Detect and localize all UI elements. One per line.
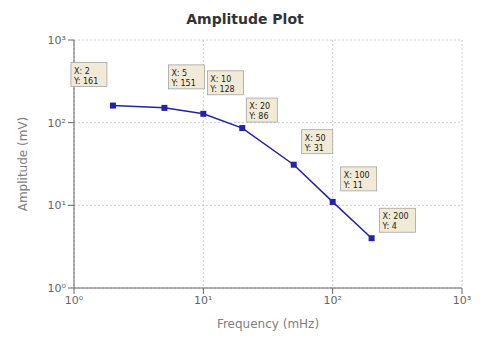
svg-text:10³: 10³ (48, 34, 66, 47)
svg-text:X: 2Y: 161: X: 2Y: 161 (73, 67, 98, 86)
svg-text:X: 100Y: 11: X: 100Y: 11 (343, 171, 370, 190)
svg-text:X: 20Y: 86: X: 20Y: 86 (248, 102, 270, 121)
html-text:Amplitude Plot: Amplitude Plot (186, 11, 304, 27)
svg-text:10³: 10³ (453, 294, 471, 307)
svg-text:10⁰: 10⁰ (48, 282, 67, 295)
svg-text:10¹: 10¹ (48, 199, 66, 212)
svg-text:X: 200Y: 4: X: 200Y: 4 (382, 212, 409, 231)
svg-text:Frequency (mHz): Frequency (mHz) (217, 317, 319, 331)
svg-text:X: 50Y: 31: X: 50Y: 31 (304, 134, 326, 153)
svg-text:Amplitude (mV): Amplitude (mV) (16, 117, 30, 212)
svg-text:10⁰: 10⁰ (65, 294, 84, 307)
svg-text:10²: 10² (323, 294, 341, 307)
svg-text:X: 10Y: 128: X: 10Y: 128 (209, 75, 234, 94)
svg-text:10¹: 10¹ (194, 294, 212, 307)
svg-text:X: 5Y: 151: X: 5Y: 151 (170, 69, 195, 88)
svg-text:10²: 10² (48, 117, 66, 130)
